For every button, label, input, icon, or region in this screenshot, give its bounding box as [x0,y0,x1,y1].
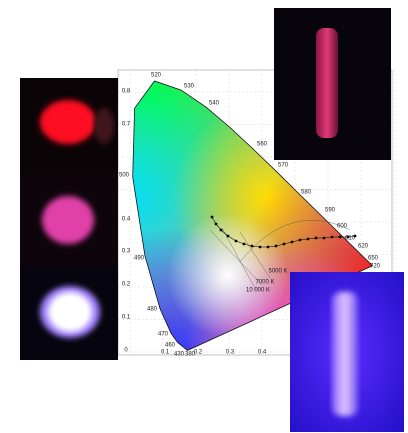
x-tick-label: 0.1 [161,350,170,356]
photo-white [20,266,118,360]
planck-dot [251,245,254,248]
y-tick-label: 0.8 [122,89,131,95]
photo-rod-blue [290,272,404,432]
planck-dot [227,235,230,238]
cct-label: 7000 K [255,280,274,286]
x-tick-label: 0.4 [258,350,267,356]
wavelength-label: 610 [345,236,356,242]
wavelength-label: 650 [368,256,379,262]
planck-dot [211,216,214,219]
figure: 520 530 540 560 570 580 590 600 610620 650 720 500 4… [0,0,408,433]
planck-dot [307,238,310,241]
cct-label: 10 000 K [246,288,270,294]
planck-dot [291,241,294,244]
planck-dot [243,243,246,246]
photo-red [20,78,118,174]
photo-rod-pink [274,8,391,160]
wavelength-label: 460 [165,343,176,349]
y-tick-label: 0.2 [122,282,131,288]
y-tick-label: 0.3 [122,249,131,255]
planck-dot [283,243,286,246]
wavelength-label: 560 [257,142,268,148]
planck-dot [215,223,218,226]
planck-dot [315,237,318,240]
wavelength-label: 490 [134,256,145,262]
wavelength-label: 600 [337,224,348,230]
wavelength-label: 520 [151,73,162,79]
planck-dot [235,240,238,243]
planck-dot [267,246,270,249]
y-tick-label: 0 [124,348,128,354]
cct-label: 5000 K [268,269,287,275]
x-tick-label: 0.3 [226,350,235,356]
planck-dot [323,237,326,240]
planck-dot [220,229,223,232]
y-tick-label: 0.4 [122,217,131,223]
photo-pink [20,174,118,266]
wavelength-label: 430 [174,352,185,358]
wavelength-label: 580 [301,190,312,196]
wavelength-label: 540 [209,101,220,107]
wavelength-label: 480 [147,307,158,313]
planck-dot [299,239,302,242]
planck-dot [275,245,278,248]
wavelength-label: 470 [158,332,169,338]
wavelength-label: 590 [325,208,336,214]
x-tick-label: 0.2 [194,350,203,356]
wavelength-label: 530 [184,84,195,90]
y-tick-label: 0.7 [122,122,131,128]
wavelength-label: 720 [370,264,381,270]
wavelength-label: 620 [358,244,369,250]
planck-dot [331,236,334,239]
planck-dot [339,236,342,239]
wavelength-label: 570 [278,163,289,169]
planck-dot [259,246,262,249]
y-tick-label: 0.1 [122,315,131,321]
wavelength-label: 500 [119,173,130,179]
